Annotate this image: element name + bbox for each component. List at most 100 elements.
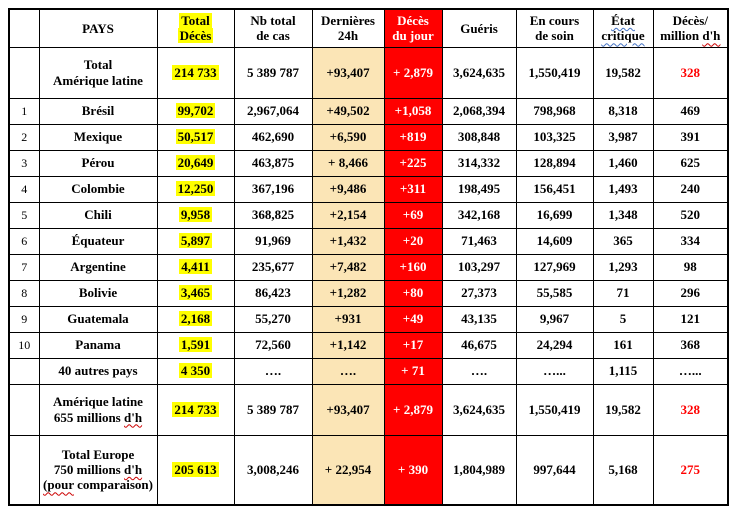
- cell-total_deces: 1,591: [156, 331, 235, 359]
- cell-deces_jour: +80: [383, 279, 443, 307]
- header-row: PAYS Total Décès Nb total de cas Dernières 24h…: [8, 8, 729, 48]
- cell-deces_jour: + 2,879: [383, 46, 443, 99]
- cell-pays: Amérique latine 655 millions d'h: [38, 383, 158, 436]
- cell-deces_jour: +225: [383, 149, 443, 177]
- cell-rank: 1: [8, 97, 40, 125]
- cell-gueris: 71,463: [441, 227, 517, 255]
- cell-gueris: ….: [441, 357, 517, 385]
- cell-gueris: 314,332: [441, 149, 517, 177]
- cell-dernieres_24h: +6,590: [311, 123, 385, 151]
- cell-deces_million: 368: [652, 331, 729, 359]
- cell-pays: Chili: [38, 201, 158, 229]
- cell-total_deces: 3,465: [156, 279, 235, 307]
- cell-pays: Équateur: [38, 227, 158, 255]
- covid-latam-table-wrapper: PAYS Total Décès Nb total de cas Dernières 24h…: [8, 8, 729, 506]
- table-row: 3 Pérou 20,649 463,875 + 8,466 +225 314,332 128…: [8, 149, 729, 177]
- cell-dernieres_24h: +7,482: [311, 253, 385, 281]
- cell-en_soin: 997,644: [515, 434, 594, 506]
- cell-en_soin: 55,585: [515, 279, 594, 307]
- cell-en_soin: 24,294: [515, 331, 594, 359]
- cell-nb_cas: 86,423: [233, 279, 313, 307]
- cell-pays: Total Europe 750 millions d'h (pour compar…: [38, 434, 158, 506]
- table-row: 5 Chili 9,958 368,825 +2,154 +69 342,168 16,699…: [8, 201, 729, 229]
- cell-nb_cas: 235,677: [233, 253, 313, 281]
- cell-dernieres_24h: ….: [311, 357, 385, 385]
- table-row: 9 Guatemala 2,168 55,270 +931 +49 43,135 9,967 5…: [8, 305, 729, 333]
- cell-rank: [8, 434, 40, 506]
- cell-nb_cas: 2,967,064: [233, 97, 313, 125]
- col-header-rank: [8, 8, 40, 48]
- cell-total_deces: 99,702: [156, 97, 235, 125]
- cell-pays: Panama: [38, 331, 158, 359]
- cell-rank: 7: [8, 253, 40, 281]
- cell-deces_jour: +49: [383, 305, 443, 333]
- cell-etat_critique: 161: [592, 331, 654, 359]
- cell-dernieres_24h: +93,407: [311, 383, 385, 436]
- cell-gueris: 43,135: [441, 305, 517, 333]
- table-row: 8 Bolivie 3,465 86,423 +1,282 +80 27,373 55,585…: [8, 279, 729, 307]
- cell-gueris: 308,848: [441, 123, 517, 151]
- cell-gueris: 198,495: [441, 175, 517, 203]
- table-row: 7 Argentine 4,411 235,677 +7,482 +160 103,297 1…: [8, 253, 729, 281]
- cell-nb_cas: 5 389 787: [233, 383, 313, 436]
- cell-en_soin: 127,969: [515, 253, 594, 281]
- cell-en_soin: 156,451: [515, 175, 594, 203]
- cell-dernieres_24h: +1,142: [311, 331, 385, 359]
- cell-etat_critique: 3,987: [592, 123, 654, 151]
- cell-dernieres_24h: + 22,954: [311, 434, 385, 506]
- cell-deces_jour: +69: [383, 201, 443, 229]
- cell-nb_cas: 72,560: [233, 331, 313, 359]
- cell-rank: 5: [8, 201, 40, 229]
- cell-nb_cas: 3,008,246: [233, 434, 313, 506]
- cell-total_deces: 20,649: [156, 149, 235, 177]
- cell-en_soin: …...: [515, 357, 594, 385]
- cell-deces_jour: +160: [383, 253, 443, 281]
- table-row: Amérique latine 655 millions d'h 214 733 5 …: [8, 383, 729, 436]
- cell-nb_cas: 91,969: [233, 227, 313, 255]
- cell-deces_jour: + 390: [383, 434, 443, 506]
- cell-en_soin: 1,550,419: [515, 46, 594, 99]
- cell-gueris: 342,168: [441, 201, 517, 229]
- cell-etat_critique: 1,493: [592, 175, 654, 203]
- cell-rank: 8: [8, 279, 40, 307]
- cell-etat_critique: 19,582: [592, 46, 654, 99]
- cell-deces_million: 296: [652, 279, 729, 307]
- cell-nb_cas: 5 389 787: [233, 46, 313, 99]
- cell-rank: [8, 357, 40, 385]
- cell-en_soin: 16,699: [515, 201, 594, 229]
- cell-deces_million: 121: [652, 305, 729, 333]
- cell-nb_cas: 368,825: [233, 201, 313, 229]
- cell-nb_cas: 462,690: [233, 123, 313, 151]
- col-header-total_deces: Total Décès: [156, 8, 235, 48]
- cell-deces_jour: +1,058: [383, 97, 443, 125]
- cell-rank: 6: [8, 227, 40, 255]
- cell-deces_million: 520: [652, 201, 729, 229]
- cell-etat_critique: 1,348: [592, 201, 654, 229]
- col-header-pays: PAYS: [38, 8, 158, 48]
- col-header-gueris: Guéris: [441, 8, 517, 48]
- table-row: 10 Panama 1,591 72,560 +1,142 +17 46,675 24,294…: [8, 331, 729, 359]
- cell-total_deces: 205 613: [156, 434, 235, 506]
- cell-rank: 2: [8, 123, 40, 151]
- cell-total_deces: 2,168: [156, 305, 235, 333]
- cell-en_soin: 9,967: [515, 305, 594, 333]
- cell-gueris: 27,373: [441, 279, 517, 307]
- cell-etat_critique: 365: [592, 227, 654, 255]
- cell-deces_million: 469: [652, 97, 729, 125]
- cell-etat_critique: 71: [592, 279, 654, 307]
- cell-pays: Bolivie: [38, 279, 158, 307]
- cell-en_soin: 1,550,419: [515, 383, 594, 436]
- cell-deces_jour: + 71: [383, 357, 443, 385]
- cell-gueris: 2,068,394: [441, 97, 517, 125]
- cell-etat_critique: 8,318: [592, 97, 654, 125]
- cell-gueris: 46,675: [441, 331, 517, 359]
- cell-rank: 3: [8, 149, 40, 177]
- col-header-etat_critique: État critique: [592, 8, 654, 48]
- table-row: Total Amérique latine 214 733 5 389 787 +93,…: [8, 46, 729, 99]
- cell-total_deces: 9,958: [156, 201, 235, 229]
- col-header-deces_jour: Décès du jour: [383, 8, 443, 48]
- col-header-deces_million: Décès/million d'h: [652, 8, 729, 48]
- cell-total_deces: 4 350: [156, 357, 235, 385]
- cell-en_soin: 798,968: [515, 97, 594, 125]
- table-row: 2 Mexique 50,517 462,690 +6,590 +819 308,848 10…: [8, 123, 729, 151]
